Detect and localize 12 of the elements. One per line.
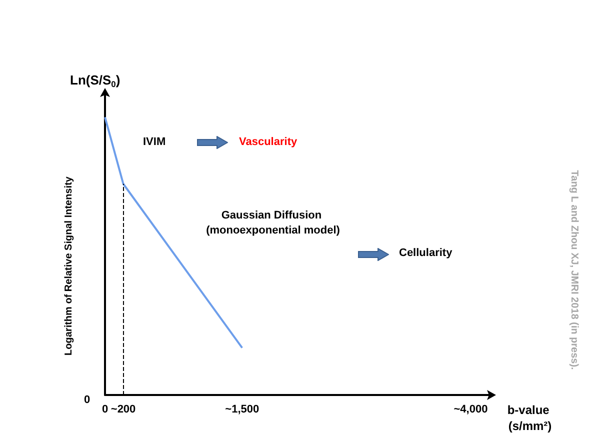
x-tick-label: ~200 (110, 404, 136, 416)
annotation: Vascularity (239, 136, 298, 148)
annotation: Gaussian Diffusion (monoexponential model) (206, 210, 340, 236)
x-axis-title: b-value (s/mm²) (507, 403, 553, 433)
x-tick-label: 0 (102, 404, 108, 416)
text: 0 (84, 394, 90, 406)
x-tick-label: ~4,000 (454, 404, 488, 416)
annotation: IVIM (143, 136, 166, 148)
text: Tang L and Zhou XJ, JMRI 2018 (in press). (568, 170, 580, 370)
x-tick-label: ~1,500 (225, 404, 260, 416)
y-axis-title: Logarithm of Relative Signal Intensity (64, 176, 74, 356)
annotation: Cellularity (399, 247, 454, 259)
